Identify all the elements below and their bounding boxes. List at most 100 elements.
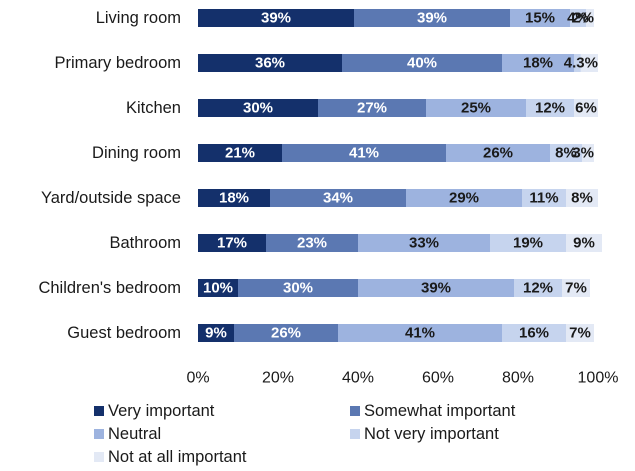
bar-segment xyxy=(566,189,598,207)
data-label: 39% xyxy=(261,10,291,27)
x-tick-label: 60% xyxy=(422,370,454,387)
data-label: 3% xyxy=(572,145,594,162)
bar-segment xyxy=(502,54,574,72)
data-label: 10% xyxy=(203,280,233,297)
bar-segment xyxy=(358,279,514,297)
data-label: 6% xyxy=(575,100,597,117)
bar-segment xyxy=(198,99,318,117)
bar-segment xyxy=(198,189,270,207)
bar-segment xyxy=(198,234,266,252)
legend-swatch xyxy=(350,429,360,439)
x-tick-label: 20% xyxy=(262,370,294,387)
bar-segment xyxy=(342,54,502,72)
legend-swatch xyxy=(350,406,360,416)
x-tick-label: 80% xyxy=(502,370,534,387)
data-label: 16% xyxy=(519,325,549,342)
legend: Very important Somewhat important Neutral N… xyxy=(94,402,516,466)
bar-segment xyxy=(586,9,594,27)
data-label: 29% xyxy=(449,190,479,207)
category-label: Living room xyxy=(96,9,181,27)
legend-label: Very important xyxy=(108,402,215,420)
data-label: 18% xyxy=(219,190,249,207)
category-label: Bathroom xyxy=(109,234,181,252)
legend-swatch xyxy=(94,452,104,462)
bar-segment xyxy=(338,324,502,342)
data-label: 39% xyxy=(417,10,447,27)
bar-segment xyxy=(514,279,562,297)
bar-segment xyxy=(198,144,282,162)
bar-segment xyxy=(562,279,590,297)
data-label: 40% xyxy=(407,55,437,72)
data-label: 11% xyxy=(529,190,558,207)
bar-segment xyxy=(522,189,566,207)
data-label: 34% xyxy=(323,190,353,207)
data-label: 19% xyxy=(513,235,543,252)
bar-segment xyxy=(198,324,234,342)
bar-segment xyxy=(526,99,574,117)
data-label: 12% xyxy=(535,100,565,117)
bar-segment xyxy=(198,279,238,297)
data-label: 33% xyxy=(409,235,439,252)
data-label: 25% xyxy=(461,100,491,117)
bar-segment xyxy=(238,279,358,297)
data-label: 8% xyxy=(571,190,593,207)
bar-segment xyxy=(266,234,358,252)
data-label: 23% xyxy=(297,235,327,252)
bar-segment xyxy=(574,99,598,117)
x-tick-label: 40% xyxy=(342,370,374,387)
category-label: Children's bedroom xyxy=(38,279,181,297)
bar-segment xyxy=(198,54,342,72)
data-label: 26% xyxy=(271,325,301,342)
data-label: 41% xyxy=(349,145,379,162)
bar-segment xyxy=(234,324,338,342)
bar-segment xyxy=(582,144,594,162)
data-label: 4% xyxy=(567,10,589,27)
bar-segment xyxy=(550,144,582,162)
legend-label: Somewhat important xyxy=(364,402,516,420)
data-labels: 39% 39% 15% 4%2% 36% 40% 18% 4.3% 30% 27% 25% 12% 6%… xyxy=(203,10,598,342)
legend-swatch xyxy=(94,429,104,439)
x-tick-label: 100% xyxy=(578,370,619,387)
category-label: Guest bedroom xyxy=(67,324,181,342)
bar-segment xyxy=(570,9,586,27)
data-label: 30% xyxy=(243,100,273,117)
data-label: 21% xyxy=(225,145,255,162)
data-label: 2% xyxy=(572,10,594,27)
data-label: 36% xyxy=(255,55,285,72)
bar-segment xyxy=(358,234,490,252)
data-label: 4.3% xyxy=(564,55,598,72)
bar-segment xyxy=(354,9,510,27)
legend-label: Not very important xyxy=(364,425,499,443)
data-label: 26% xyxy=(483,145,513,162)
legend-label: Not at all important xyxy=(108,448,247,466)
bar-segment xyxy=(446,144,550,162)
bar-segment xyxy=(502,324,566,342)
data-label: 39% xyxy=(421,280,451,297)
data-label: 15% xyxy=(525,10,555,27)
bar-segment xyxy=(198,9,354,27)
x-tick-label: 0% xyxy=(186,370,209,387)
data-label: 18% xyxy=(523,55,553,72)
bar-segment xyxy=(318,99,426,117)
data-label: 7% xyxy=(569,325,591,342)
category-labels: Living room Primary bedroom Kitchen Dining … xyxy=(38,9,181,342)
legend-label: Neutral xyxy=(108,425,161,443)
data-label: 27% xyxy=(357,100,387,117)
bar-segment xyxy=(510,9,570,27)
data-label: 9% xyxy=(573,235,595,252)
data-label: 17% xyxy=(217,235,247,252)
data-label: 8% xyxy=(555,145,577,162)
category-label: Dining room xyxy=(92,144,181,162)
data-label: 41% xyxy=(405,325,435,342)
bar-segment xyxy=(566,234,602,252)
legend-swatch xyxy=(94,406,104,416)
category-label: Primary bedroom xyxy=(54,54,181,72)
bar-segment xyxy=(270,189,406,207)
data-label: 12% xyxy=(523,280,553,297)
category-label: Yard/outside space xyxy=(41,189,181,207)
data-label: 7% xyxy=(565,280,587,297)
data-label: 9% xyxy=(205,325,227,342)
bar-segment xyxy=(490,234,566,252)
x-axis-ticks: 0% 20% 40% 60% 80% 100% xyxy=(186,370,618,387)
